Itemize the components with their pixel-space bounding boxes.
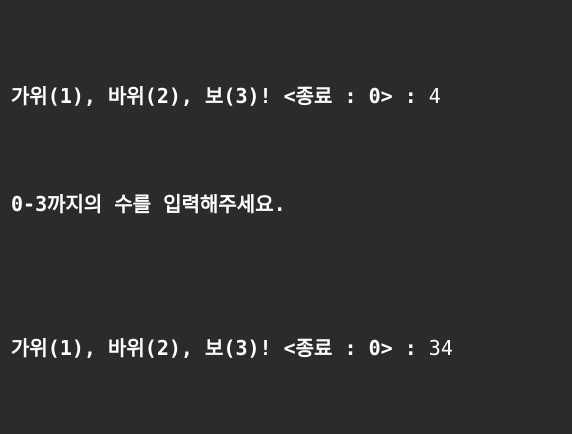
prompt-line: 가위(1), 바위(2), 보(3)! <종료 : 0> : 34: [11, 330, 572, 366]
prompt-line: 가위(1), 바위(2), 보(3)! <종료 : 0> : 4: [11, 78, 572, 114]
prompt-text: 가위(1), 바위(2), 보(3)! <종료 : 0> :: [11, 336, 429, 360]
user-input: 4: [428, 84, 441, 108]
prompt-text: 가위(1), 바위(2), 보(3)! <종료 : 0> :: [11, 84, 429, 108]
error-text: 0-3까지의 수를 입력해주세요.: [11, 192, 286, 216]
error-line: 0-3까지의 수를 입력해주세요.: [11, 186, 572, 222]
user-input: 34: [428, 336, 453, 360]
